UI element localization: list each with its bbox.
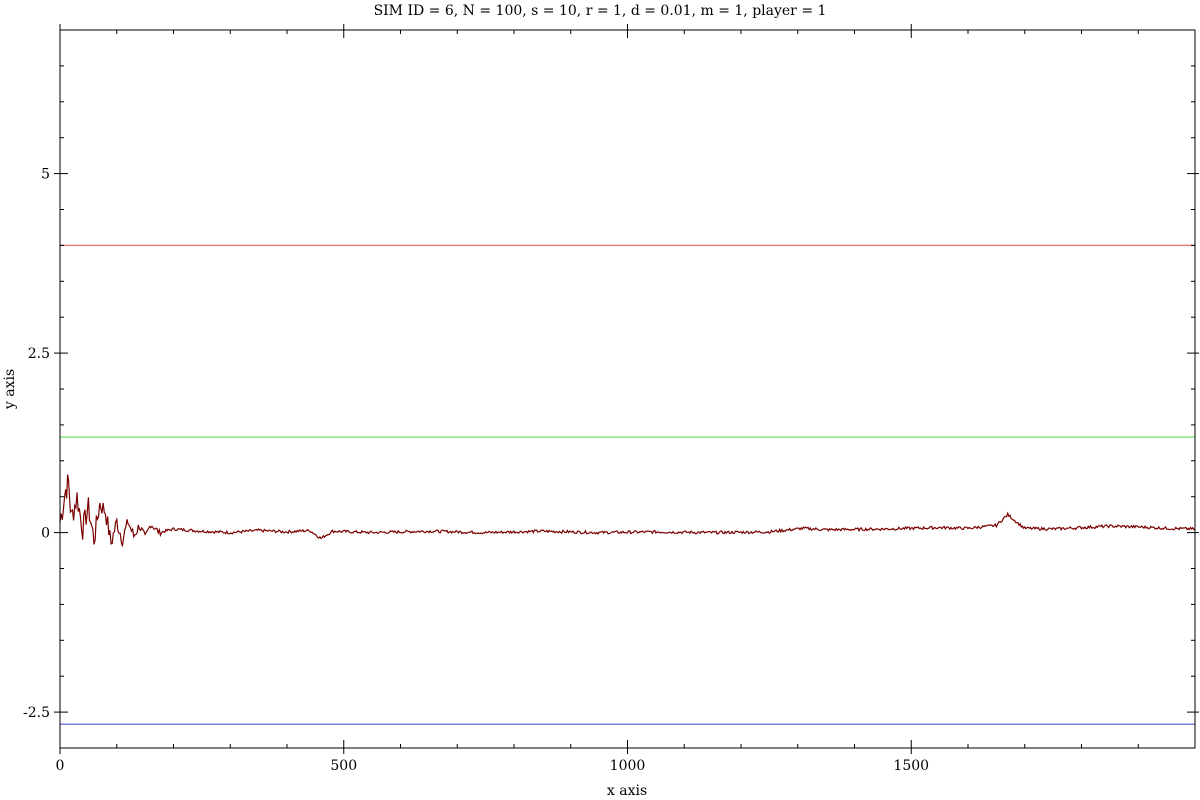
x-tick-label: 1500: [893, 758, 929, 774]
x-axis-title: x axis: [607, 783, 647, 799]
y-tick-label: 0: [41, 526, 50, 542]
y-tick-label: 2.5: [28, 346, 50, 362]
x-tick-label: 500: [330, 758, 357, 774]
x-tick-label: 0: [56, 758, 65, 774]
plot-frame: [59, 29, 1196, 749]
y-tick-label: -2.5: [23, 705, 50, 721]
chart-title: SIM ID = 6, N = 100, s = 10, r = 1, d = …: [374, 3, 827, 19]
x-tick-label: 1000: [610, 758, 646, 774]
axis-ticks: [54, 24, 1199, 754]
y-tick-label: 5: [41, 167, 50, 183]
plot-lines: [59, 244, 1196, 726]
simulation-trace-line: [59, 474, 1196, 547]
axis-tick-labels: 0 500 1000 1500 -2.5 0 2.5 5: [23, 167, 929, 774]
y-axis-title: y axis: [2, 369, 18, 410]
